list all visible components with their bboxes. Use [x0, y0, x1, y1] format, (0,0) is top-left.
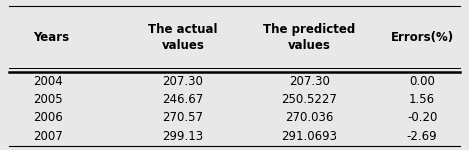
- Text: 2004: 2004: [33, 75, 62, 88]
- Text: 270.036: 270.036: [285, 111, 334, 124]
- Text: Errors(%): Errors(%): [391, 31, 454, 44]
- Text: 270.57: 270.57: [162, 111, 204, 124]
- Text: 291.0693: 291.0693: [281, 130, 338, 143]
- Text: -0.20: -0.20: [407, 111, 437, 124]
- Text: 2006: 2006: [33, 111, 62, 124]
- Text: 250.5227: 250.5227: [281, 93, 338, 106]
- Text: 0.00: 0.00: [409, 75, 435, 88]
- Text: 1.56: 1.56: [409, 93, 435, 106]
- Text: Years: Years: [33, 31, 69, 44]
- Text: 2005: 2005: [33, 93, 62, 106]
- Text: The predicted
values: The predicted values: [264, 23, 356, 52]
- Text: 246.67: 246.67: [162, 93, 204, 106]
- Text: 207.30: 207.30: [289, 75, 330, 88]
- Text: 207.30: 207.30: [162, 75, 204, 88]
- Text: 299.13: 299.13: [162, 130, 204, 143]
- Text: -2.69: -2.69: [407, 130, 438, 143]
- Text: The actual
values: The actual values: [148, 23, 218, 52]
- Text: 2007: 2007: [33, 130, 62, 143]
